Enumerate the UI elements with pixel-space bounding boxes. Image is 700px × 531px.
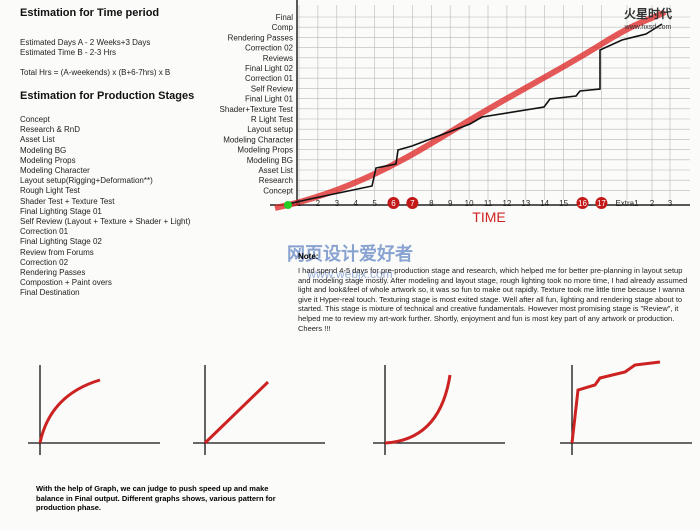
x-label: 3	[335, 199, 340, 208]
x-label: 8	[429, 199, 434, 208]
text-line: Final Destination	[20, 288, 80, 298]
x-label: 6	[391, 199, 396, 208]
text-line: Layout setup(Rigging+Deformation**)	[20, 176, 153, 186]
text-line: Estimated Days A - 2 Weeks+3 Days	[20, 38, 151, 47]
text-line: Concept	[20, 115, 50, 124]
logo: 火星时代	[624, 6, 672, 21]
note-text: I had spend 4-5 days for pre-production …	[298, 266, 688, 333]
ideal-curve	[274, 9, 667, 211]
caption: With the help of Graph, we can judge to …	[36, 484, 276, 512]
text-line: Correction 01	[20, 227, 69, 237]
x-label: Extra1	[615, 199, 639, 208]
text-line: Modeling Props	[20, 155, 76, 165]
y-label: Asset List	[258, 166, 293, 175]
start-dot	[284, 201, 292, 209]
heading: Estimation for Production Stages	[20, 90, 195, 102]
y-label: Layout setup	[247, 125, 293, 134]
y-label: Modeling BG	[247, 156, 293, 165]
y-label: Research	[259, 176, 293, 185]
y-label: Self Review	[251, 84, 293, 93]
time-lines: Estimated Days A - 2 Weeks+3 Days Estimat…	[20, 38, 220, 79]
grid	[297, 5, 690, 200]
text-line: Rough Light Test	[20, 186, 80, 196]
text-line: Review from Forums	[20, 247, 94, 257]
heading: Estimation for Time period	[20, 7, 160, 19]
text-line: Asset List	[20, 135, 55, 145]
note-title: Note:	[298, 252, 319, 261]
y-label: Concept	[263, 186, 294, 195]
x-label: 15	[559, 199, 568, 208]
text-line: Modeling Character	[20, 166, 90, 176]
text-line: Final Lighting Stage 02	[20, 237, 102, 247]
x-label: 1	[297, 199, 302, 208]
stage-list: Concept Research & RnD Asset List Modeling …	[20, 115, 260, 299]
x-label: 12	[502, 199, 511, 208]
text-line: Correction 02	[20, 257, 69, 267]
y-label: Correction 01	[245, 74, 294, 83]
text-line: Self Review (Layout + Texture + Shader +…	[20, 217, 191, 227]
y-label: Modeling Props	[237, 146, 293, 155]
y-label: Final	[276, 13, 294, 22]
x-label: 10	[465, 199, 474, 208]
x-label: 2	[650, 199, 655, 208]
y-label: Comp	[272, 23, 294, 32]
y-label: Rendering Passes	[228, 33, 293, 42]
highlight	[595, 197, 608, 209]
pattern-curve	[384, 374, 452, 445]
x-label: 3	[668, 199, 673, 208]
x-label: 11	[484, 199, 493, 208]
highlight	[576, 197, 589, 209]
text-line: Rendering Passes	[20, 268, 86, 278]
y-label: Shader+Texture Test	[220, 105, 294, 114]
x-label: 9	[448, 199, 453, 208]
y-label: Final Light 01	[245, 95, 294, 104]
x-label: 14	[540, 199, 549, 208]
highlight	[406, 197, 419, 209]
x-label: 4	[353, 199, 358, 208]
y-label: Final Light 02	[245, 64, 294, 73]
x-label: 2	[316, 199, 321, 208]
pattern-curve	[570, 360, 661, 444]
x-label: 5	[372, 199, 377, 208]
highlight	[387, 197, 400, 209]
x-label: 13	[521, 199, 530, 208]
text-line: Compostion + Paint overs	[20, 278, 112, 288]
y-label: Reviews	[263, 54, 293, 63]
text-line: Final Lighting Stage 01	[20, 206, 102, 216]
text-line: Total Hrs = (A-weekends) x (B+6-7hrs) x …	[20, 68, 171, 78]
watermark-url: www.webjx.com	[306, 267, 392, 281]
y-label: R Light Test	[251, 115, 294, 124]
x-label: 17	[597, 199, 606, 208]
watermark: 网页设计爱好者	[287, 243, 413, 264]
pattern-curve	[203, 380, 270, 445]
x-label: 16	[578, 199, 587, 208]
y-label: Correction 02	[245, 44, 294, 53]
x-label: 7	[410, 199, 415, 208]
pattern-curve	[38, 378, 101, 444]
text-line: Shader Test + Texture Test	[20, 196, 115, 206]
y-label: Modeling Character	[223, 135, 293, 144]
text-line: Estimated Time B - 2-3 Hrs	[20, 48, 117, 58]
pattern-graphs	[28, 360, 692, 455]
axis-title: TIME	[472, 209, 505, 225]
actual-progress	[287, 23, 663, 205]
text-line: Research & RnD	[20, 125, 81, 135]
logo-url: www.hxsd.com	[624, 24, 672, 31]
text-line: Modeling BG	[20, 145, 67, 155]
